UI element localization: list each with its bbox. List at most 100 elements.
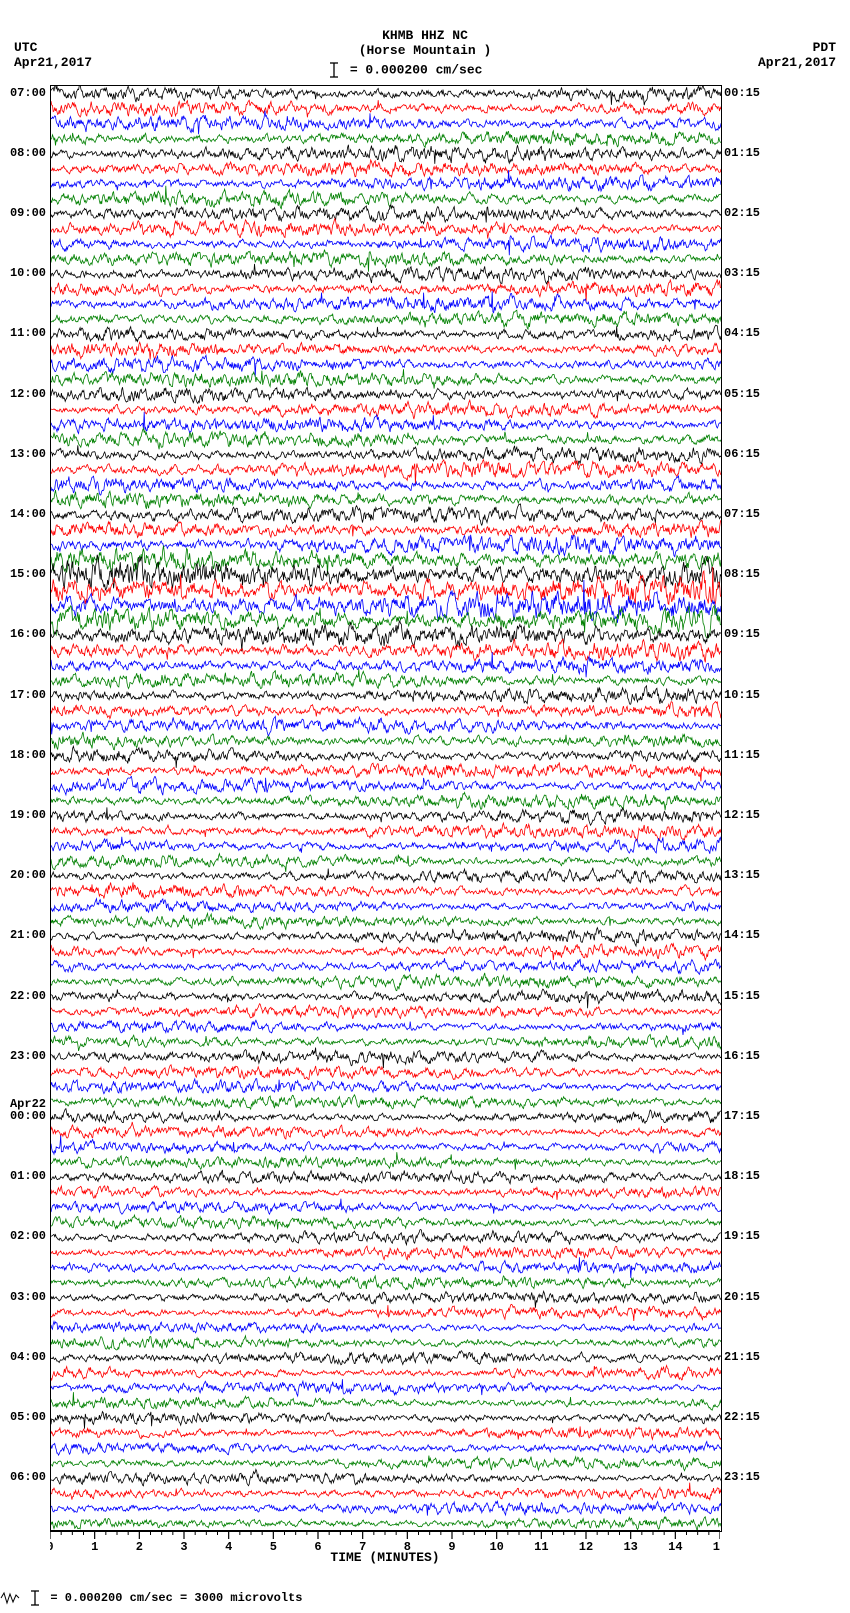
local-time-label: 23:15 [724,1471,760,1483]
seismic-trace [51,837,721,854]
station-location: (Horse Mountain ) [359,43,492,58]
seismic-trace [51,325,721,341]
local-time-label: 20:15 [724,1291,760,1303]
local-time-label: 12:15 [724,809,760,821]
local-time-label: 05:15 [724,388,760,400]
header-scale: = 0.000200 cm/sec [328,61,482,79]
svg-text:1: 1 [91,1540,98,1550]
utc-time-label: 05:00 [10,1411,46,1423]
seismic-trace [51,1351,721,1365]
seismic-trace [51,460,721,484]
local-time-label: 04:15 [724,327,760,339]
seismic-trace [51,1501,721,1515]
seismic-trace [51,250,721,272]
utc-time-label: 01:00 [10,1170,46,1182]
seismic-trace [51,412,721,434]
seismic-trace [51,1276,721,1290]
svg-text:10: 10 [489,1540,503,1550]
svg-text:14: 14 [668,1540,682,1550]
seismic-trace [51,1379,721,1396]
utc-time-label: 06:00 [10,1471,46,1483]
svg-text:9: 9 [448,1540,455,1550]
utc-time-label: 02:00 [10,1230,46,1242]
seismic-trace [51,717,721,736]
local-time-label: 21:15 [724,1351,760,1363]
utc-time-label: 22:00 [10,990,46,1002]
seismic-trace [51,807,721,825]
seismic-trace [51,1170,721,1184]
seismic-trace [51,823,721,841]
seismic-trace [51,428,721,449]
svg-text:8: 8 [404,1540,411,1550]
local-time-label: 19:15 [724,1230,760,1242]
utc-time-label: 21:00 [10,929,46,941]
svg-text:3: 3 [180,1540,187,1550]
svg-text:13: 13 [623,1540,637,1550]
svg-text:12: 12 [579,1540,593,1550]
seismic-trace [51,86,721,105]
local-time-label: 18:15 [724,1170,760,1182]
local-time-label: 16:15 [724,1050,760,1062]
utc-time-label: 12:00 [10,388,46,400]
local-time-label: 15:15 [724,990,760,1002]
local-time-label: 00:15 [724,87,760,99]
seismic-trace [51,1065,721,1080]
svg-text:11: 11 [534,1540,548,1550]
x-axis: 0123456789101112131415 TIME (MINUTES) [50,1530,720,1570]
local-time-label: 01:15 [724,147,760,159]
seismic-trace [51,944,721,960]
seismic-trace [51,958,721,974]
utc-time-label: 11:00 [10,327,46,339]
utc-time-label: 20:00 [10,869,46,881]
seismic-trace [51,989,721,1008]
local-time-label: 10:15 [724,689,760,701]
seismic-trace [51,1483,721,1500]
seismic-trace [51,1456,721,1471]
seismic-trace [51,1469,721,1486]
left-date: Apr21,2017 [14,55,92,70]
seismic-trace [51,854,721,872]
seismic-trace [51,702,721,719]
seismic-trace [51,1004,721,1019]
seismic-trace [51,1048,721,1069]
seismic-trace [51,669,721,689]
seismic-trace [51,445,721,466]
seismic-trace [51,686,721,705]
svg-text:5: 5 [270,1540,277,1550]
seismic-trace [51,205,721,224]
seismic-trace [51,1291,721,1307]
seismic-trace [51,170,721,191]
seismic-trace [51,1186,721,1200]
seismic-trace [51,899,721,913]
seismic-trace [51,1152,721,1169]
seismic-trace [51,100,721,117]
seismic-trace [51,973,721,991]
seismic-trace [51,186,721,209]
seismic-trace [51,1095,721,1109]
seismic-trace [51,535,721,557]
seismic-trace [51,1122,721,1139]
seismic-trace [51,520,721,538]
seismic-trace [51,913,721,929]
seismic-trace [51,928,721,946]
local-time-label: 14:15 [724,929,760,941]
svg-text:4: 4 [225,1540,232,1550]
local-time-label: 22:15 [724,1411,760,1423]
local-time-label: 07:15 [724,508,760,520]
utc-time-label: 23:00 [10,1050,46,1062]
seismic-trace [51,342,721,359]
seismic-trace [51,1136,721,1154]
utc-time-label: 18:00 [10,749,46,761]
utc-time-label: 08:00 [10,147,46,159]
local-time-label: 02:15 [724,207,760,219]
seismic-trace [51,1336,721,1350]
right-timezone: PDT [813,40,836,55]
local-time-label: 06:15 [724,448,760,460]
seismic-trace [51,777,721,796]
utc-time-label: 07:00 [10,87,46,99]
seismic-trace [51,746,721,768]
station-code: KHMB HHZ NC [382,28,468,43]
x-axis-label: TIME (MINUTES) [330,1550,439,1565]
svg-text:6: 6 [314,1540,321,1550]
seismic-trace [51,310,721,329]
